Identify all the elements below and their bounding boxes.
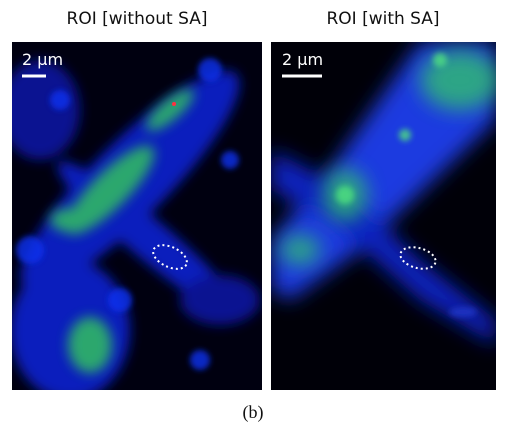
scale-label: 2 μm — [282, 50, 323, 69]
marker — [172, 102, 176, 106]
panel-title: ROI [without SA] — [67, 9, 208, 29]
panel-title: ROI [with SA] — [326, 9, 439, 29]
caption: (b) — [243, 402, 264, 423]
scale-label: 2 μm — [22, 50, 63, 69]
image-without-sa: 2 μm — [0, 42, 263, 400]
figure: ROI [without SA] ROI [with SA] 2 μm — [0, 0, 505, 436]
image-with-sa: 2 μm — [271, 42, 500, 390]
